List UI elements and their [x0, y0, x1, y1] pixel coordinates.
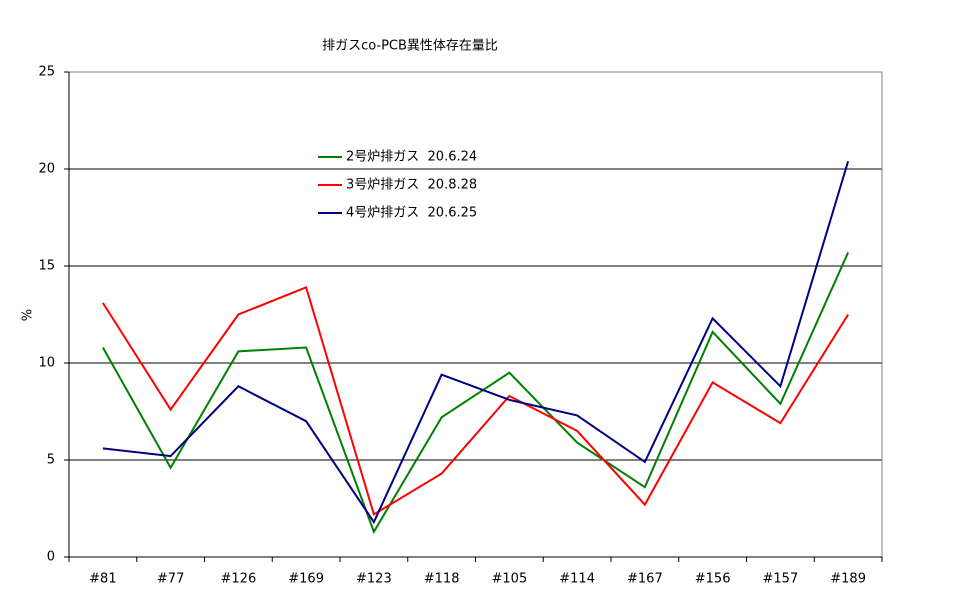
x-tick-label: #167	[627, 572, 663, 587]
x-tick-label: #123	[356, 572, 392, 587]
x-tick-label: #81	[89, 572, 116, 587]
x-tick-label: #189	[830, 572, 866, 587]
x-tick-label: #114	[559, 572, 595, 587]
y-tick-label: 15	[38, 259, 55, 274]
x-tick-label: #169	[288, 572, 324, 587]
series-line	[102, 160, 850, 525]
legend-label: 3号炉排ガス 20.8.28	[346, 178, 477, 193]
y-tick-label: 25	[38, 65, 55, 80]
x-tick-label: #118	[424, 572, 460, 587]
legend-label: 2号炉排ガス 20.6.24	[346, 150, 477, 165]
x-tick-label: #126	[221, 572, 257, 587]
series-line	[102, 286, 849, 516]
y-tick-label: 10	[38, 356, 55, 371]
x-tick-label: #157	[763, 572, 799, 587]
series-line	[102, 252, 850, 535]
y-tick-label: 20	[38, 162, 55, 177]
x-tick-label: #105	[492, 572, 528, 587]
chart-title: 排ガスco-PCB異性体存在量比	[322, 39, 498, 54]
x-tick-label: #77	[157, 572, 184, 587]
y-tick-label: 5	[47, 453, 55, 468]
y-axis-label: %	[21, 309, 36, 321]
legend-label: 4号炉排ガス 20.6.25	[346, 206, 477, 221]
y-tick-label: 0	[47, 550, 55, 565]
x-tick-label: #156	[695, 572, 731, 587]
